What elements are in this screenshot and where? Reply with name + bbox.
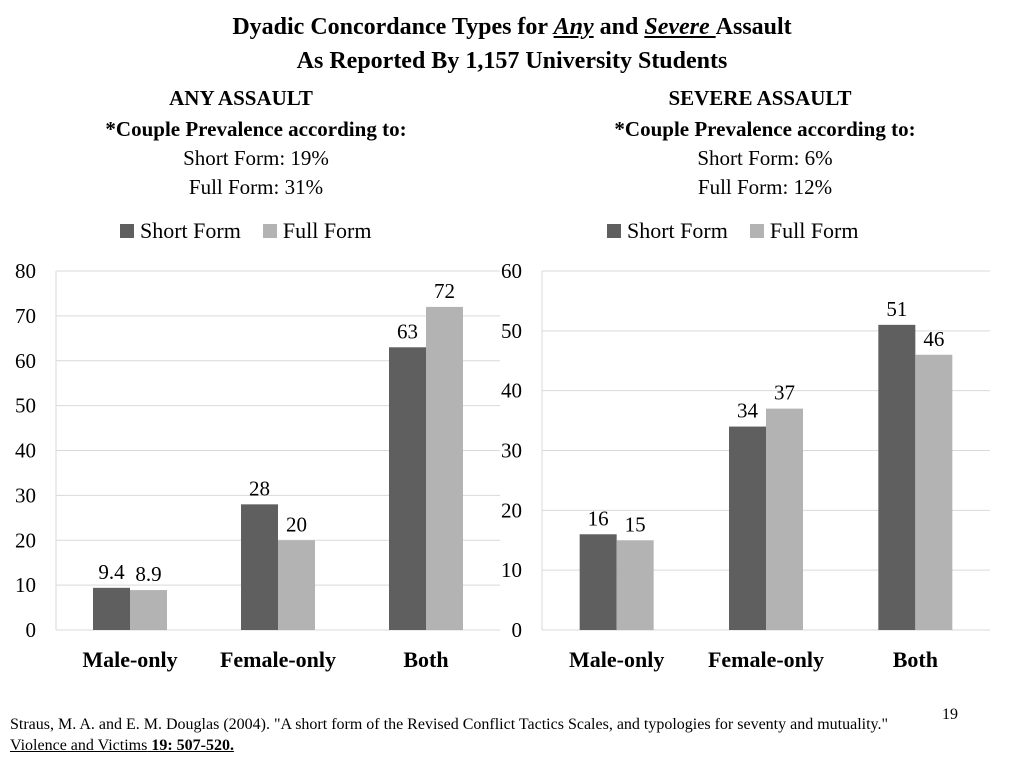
y-tick-label: 30: [501, 439, 522, 463]
y-tick-label: 10: [15, 573, 36, 597]
bar-short-male-only: [93, 587, 130, 630]
y-tick-label: 50: [15, 394, 36, 418]
y-tick-label: 80: [15, 259, 36, 283]
y-tick-label: 30: [15, 483, 36, 507]
category-label: Both: [893, 647, 938, 672]
y-tick-label: 20: [15, 528, 36, 552]
legend-swatch-short: [120, 224, 134, 238]
data-label: 37: [774, 381, 795, 405]
slide-title-line1: Dyadic Concordance Types for Any and Sev…: [232, 14, 792, 40]
y-tick-label: 40: [501, 379, 522, 403]
legend-item-full: Full Form: [262, 218, 372, 244]
panel-severe-prevalence-label: *Couple Prevalence according to:: [614, 117, 916, 141]
panel-any-full-prevalence: Full Form: 31%: [188, 175, 324, 199]
y-tick-label: 20: [501, 498, 522, 522]
data-label: 63: [397, 319, 418, 343]
legend-label-short: Short Form: [627, 218, 728, 243]
bar-short-both: [389, 347, 426, 630]
panel-any-prevalence-label: *Couple Prevalence according to:: [105, 117, 407, 141]
category-label: Female-only: [708, 647, 824, 672]
legend-swatch-full: [749, 224, 764, 238]
y-tick-label: 60: [15, 349, 36, 373]
panel-severe-full-prevalence: Full Form: 12%: [697, 175, 833, 199]
panel-severe-short-prevalence: Short Form: 6%: [697, 146, 833, 170]
y-tick-label: 0: [26, 618, 37, 642]
legend-item-short: Short Form: [607, 218, 728, 244]
bar-full-both: [915, 354, 953, 630]
category-label: Female-only: [220, 647, 336, 672]
legend-label-short: Short Form: [140, 218, 241, 243]
citation: Straus, M. A. and E. M. Douglas (2004). …: [10, 714, 930, 756]
data-label: 28: [249, 476, 270, 500]
category-label: Both: [403, 647, 448, 672]
data-label: 9.4: [98, 560, 125, 584]
category-label: Male-only: [82, 647, 177, 672]
data-label: 51: [886, 297, 907, 321]
panel-severe-title: SEVERE ASSAULT: [668, 86, 852, 110]
data-label: 8.9: [135, 562, 161, 586]
bar-short-male-only: [579, 534, 617, 630]
y-tick-label: 0: [512, 618, 523, 642]
legend-any: Short Form Full Form: [120, 218, 394, 244]
legend-label-full: Full Form: [282, 218, 372, 243]
citation-volume: 19: 507-520.: [147, 737, 234, 754]
slide-title-line2: As Reported By 1,157 University Students: [296, 48, 728, 74]
y-tick-label: 10: [501, 558, 522, 582]
data-label: 34: [737, 399, 759, 423]
page-number: 19: [942, 706, 958, 723]
legend-swatch-short: [607, 224, 621, 238]
panel-any-title: ANY ASSAULT: [169, 86, 313, 110]
legend-item-full: Full Form: [749, 218, 859, 244]
y-tick-label: 50: [501, 319, 522, 343]
citation-journal: Violence and Victims: [10, 737, 148, 754]
bar-short-female-only: [729, 426, 766, 630]
legend-severe: Short Form Full Form: [607, 218, 881, 244]
legend-item-short: Short Form: [120, 218, 241, 244]
data-label: 15: [625, 512, 646, 536]
panel-any-short-prevalence: Short Form: 19%: [183, 146, 329, 170]
category-label: Male-only: [569, 647, 664, 672]
bar-full-both: [426, 306, 463, 630]
y-tick-label: 40: [15, 439, 36, 463]
bar-full-male-only: [130, 590, 167, 630]
legend-label-full: Full Form: [769, 218, 859, 243]
bar-short-female-only: [241, 504, 278, 630]
panel-any-header: ANY ASSAULT *Couple Prevalence according…: [16, 86, 496, 200]
bar-full-male-only: [616, 540, 654, 630]
panel-severe-header: SEVERE ASSAULT *Couple Prevalence accord…: [525, 86, 1005, 200]
data-label: 46: [923, 327, 944, 351]
bar-full-female-only: [766, 408, 803, 630]
data-label: 20: [286, 512, 307, 536]
citation-text: Straus, M. A. and E. M. Douglas (2004). …: [10, 716, 889, 733]
y-tick-label: 60: [501, 259, 522, 283]
data-label: 16: [588, 506, 609, 530]
y-tick-label: 70: [15, 304, 36, 328]
bar-short-both: [878, 324, 916, 630]
bar-full-female-only: [278, 540, 315, 630]
legend-swatch-full: [262, 224, 277, 238]
data-label: 72: [434, 279, 455, 303]
